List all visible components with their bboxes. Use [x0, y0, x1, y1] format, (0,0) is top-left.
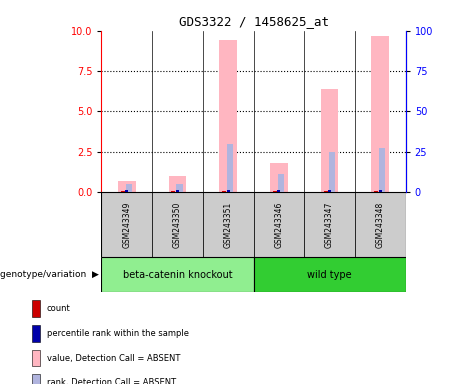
Bar — [227, 190, 230, 192]
Bar — [278, 174, 284, 192]
Text: GSM243348: GSM243348 — [376, 202, 385, 248]
Bar — [32, 300, 40, 317]
Bar — [270, 163, 288, 192]
Text: percentile rank within the sample: percentile rank within the sample — [47, 329, 189, 338]
Bar — [379, 190, 382, 192]
Bar — [118, 181, 136, 192]
Bar — [203, 192, 254, 257]
Bar — [328, 190, 331, 192]
Bar — [169, 176, 186, 192]
Bar — [101, 192, 152, 257]
Text: GSM243347: GSM243347 — [325, 202, 334, 248]
Bar — [227, 144, 233, 192]
Text: wild type: wild type — [307, 270, 352, 280]
Bar — [125, 190, 128, 192]
Text: GSM243346: GSM243346 — [274, 202, 284, 248]
Bar — [355, 192, 406, 257]
Bar — [372, 36, 389, 192]
Text: rank, Detection Call = ABSENT: rank, Detection Call = ABSENT — [47, 377, 176, 384]
Bar — [324, 191, 328, 192]
Bar — [126, 184, 132, 192]
Bar — [219, 40, 237, 192]
Bar — [254, 257, 406, 292]
Bar — [121, 191, 125, 192]
Title: GDS3322 / 1458625_at: GDS3322 / 1458625_at — [178, 15, 329, 28]
Bar — [177, 184, 183, 192]
Text: genotype/variation  ▶: genotype/variation ▶ — [0, 270, 99, 279]
Bar — [254, 192, 304, 257]
Bar — [101, 257, 254, 292]
Bar — [374, 191, 378, 192]
Bar — [32, 374, 40, 384]
Bar — [379, 149, 385, 192]
Bar — [171, 191, 176, 192]
Text: beta-catenin knockout: beta-catenin knockout — [123, 270, 232, 280]
Bar — [273, 191, 277, 192]
Bar — [32, 350, 40, 366]
Bar — [32, 325, 40, 342]
Bar — [278, 190, 280, 192]
Text: GSM243351: GSM243351 — [224, 202, 233, 248]
Text: count: count — [47, 304, 71, 313]
Bar — [321, 89, 338, 192]
Bar — [152, 192, 203, 257]
Text: GSM243350: GSM243350 — [173, 202, 182, 248]
Text: value, Detection Call = ABSENT: value, Detection Call = ABSENT — [47, 354, 180, 363]
Bar — [329, 152, 335, 192]
Bar — [222, 191, 226, 192]
Bar — [304, 192, 355, 257]
Bar — [176, 190, 179, 192]
Text: GSM243349: GSM243349 — [122, 202, 131, 248]
